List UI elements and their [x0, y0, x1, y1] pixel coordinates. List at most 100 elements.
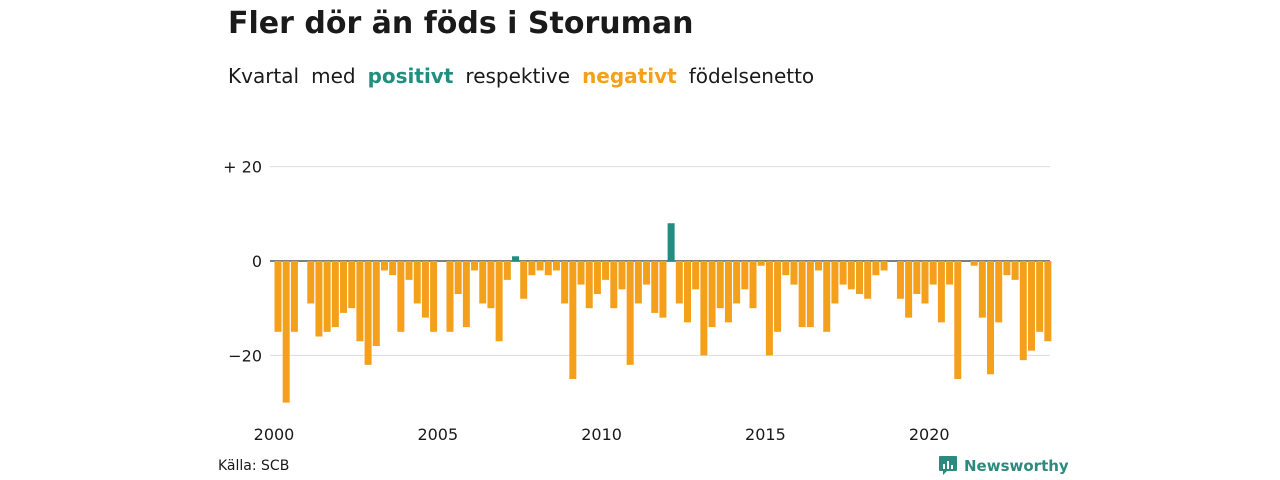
- bar: [929, 261, 937, 285]
- bar: [970, 261, 978, 266]
- bar: [782, 261, 790, 276]
- bar: [692, 261, 700, 290]
- bar: [823, 261, 831, 332]
- bar: [659, 261, 667, 318]
- bar: [421, 261, 429, 318]
- bar: [815, 261, 823, 271]
- bar: [593, 261, 601, 295]
- bar: [1011, 261, 1019, 280]
- x-tick-label: 2020: [909, 425, 950, 444]
- bar: [1036, 261, 1044, 332]
- bar: [847, 261, 855, 290]
- brand-name: Newsworthy: [964, 457, 1069, 475]
- bar: [724, 261, 732, 323]
- bar: [274, 261, 282, 332]
- bar: [675, 261, 683, 304]
- bar: [340, 261, 348, 313]
- bar: [405, 261, 413, 280]
- bar: [380, 261, 388, 271]
- bar: [798, 261, 806, 328]
- bar: [397, 261, 405, 332]
- bar: [315, 261, 323, 337]
- bar: [495, 261, 503, 342]
- bar: [634, 261, 642, 304]
- bar: [1019, 261, 1027, 361]
- bar: [528, 261, 536, 276]
- bar: [446, 261, 454, 332]
- bar: [905, 261, 913, 318]
- bar: [512, 256, 520, 261]
- x-tick-label: 2005: [417, 425, 458, 444]
- source-note: Källa: SCB: [218, 458, 290, 474]
- bar: [520, 261, 528, 299]
- y-tick-label: 0: [252, 252, 262, 271]
- bar: [954, 261, 962, 379]
- bar: [831, 261, 839, 304]
- bar: [741, 261, 749, 290]
- bar: [1044, 261, 1052, 342]
- bar: [487, 261, 495, 309]
- chart-title: Fler dör än föds i Storuman: [228, 6, 694, 41]
- bar: [880, 261, 888, 271]
- bar: [618, 261, 626, 290]
- axis-labels: + 20 0 −20 2000 2005 2010 2015 2020: [223, 158, 949, 444]
- bar: [913, 261, 921, 295]
- subtitle-word-respektive: respektive: [465, 64, 571, 88]
- bar: [552, 261, 560, 271]
- chart-subtitle: Kvartal med positivt respektive negativt föde…: [228, 64, 814, 88]
- bar: [1027, 261, 1035, 351]
- bar: [946, 261, 954, 285]
- bar: [921, 261, 929, 304]
- bar: [872, 261, 880, 276]
- bar: [282, 261, 290, 403]
- bar: [356, 261, 364, 342]
- bar: [733, 261, 741, 304]
- bar: [471, 261, 479, 271]
- bar: [716, 261, 724, 309]
- bar: [864, 261, 872, 299]
- bar: [757, 261, 765, 266]
- bar: [413, 261, 421, 304]
- bar: [987, 261, 995, 375]
- bar: [462, 261, 470, 328]
- x-tick-label: 2010: [581, 425, 622, 444]
- bars: [274, 223, 1052, 403]
- bar: [708, 261, 716, 328]
- y-tick-label: + 20: [223, 158, 262, 177]
- bar: [348, 261, 356, 309]
- bar: [855, 261, 863, 295]
- bar: [626, 261, 634, 365]
- bar: [700, 261, 708, 356]
- bar: [610, 261, 618, 309]
- bar: [585, 261, 593, 309]
- bar: [684, 261, 691, 323]
- x-tick-label: 2000: [254, 425, 295, 444]
- bar: [323, 261, 331, 332]
- bar: [290, 261, 298, 332]
- brand-logo: Newsworthy: [938, 455, 1069, 477]
- bar: [331, 261, 339, 328]
- bar: [503, 261, 511, 280]
- bar: [372, 261, 380, 346]
- newsworthy-logo-icon: [939, 456, 957, 475]
- bar: [667, 223, 675, 261]
- subtitle-negative-label: negativt: [582, 64, 677, 88]
- bar: [774, 261, 782, 332]
- bar: [602, 261, 610, 280]
- subtitle-word-med: med: [311, 64, 356, 88]
- bar: [544, 261, 552, 276]
- bar: [577, 261, 585, 285]
- bar: [790, 261, 798, 285]
- bar: [1003, 261, 1011, 276]
- bar: [364, 261, 372, 365]
- bar: [389, 261, 397, 276]
- bar: [454, 261, 462, 295]
- subtitle-word-kvartal: Kvartal: [228, 64, 300, 88]
- subtitle-positive-label: positivt: [367, 64, 454, 88]
- bar: [536, 261, 544, 271]
- bar: [765, 261, 773, 356]
- bar: [978, 261, 986, 318]
- bar: [651, 261, 659, 313]
- bar: [569, 261, 577, 379]
